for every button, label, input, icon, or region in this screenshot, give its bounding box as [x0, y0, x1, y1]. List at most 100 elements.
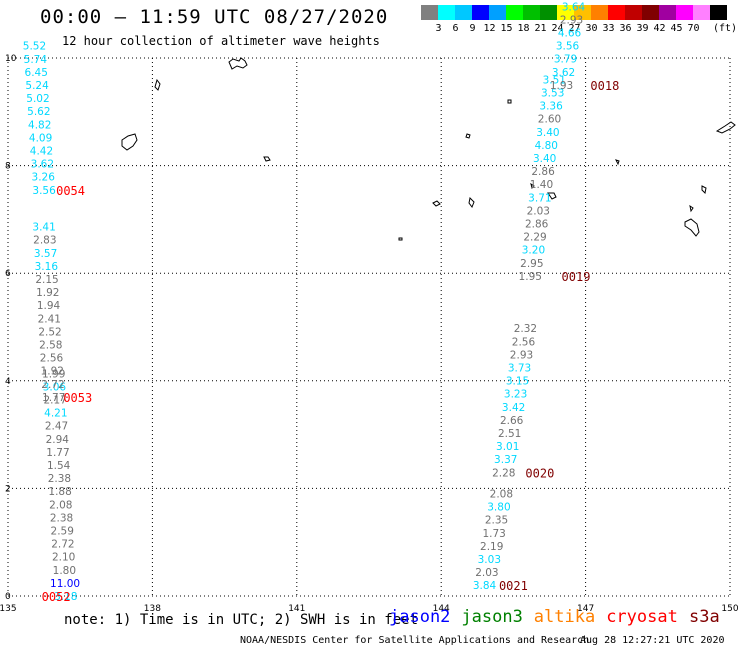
wave-height-value: 5.24	[25, 80, 49, 92]
wave-height-value: 2.58	[39, 340, 62, 352]
wave-height-value: 1.80	[53, 565, 76, 577]
wave-height-value: 1.77	[46, 447, 69, 459]
wave-height-value: 3.03	[478, 554, 501, 566]
wave-height-value: 3.23	[504, 389, 527, 401]
island-outline	[615, 159, 620, 166]
wave-height-value: 3.84	[473, 580, 497, 592]
wave-height-value: 2.51	[498, 428, 521, 440]
island-outline	[507, 99, 512, 104]
wave-height-value: 2.72	[51, 539, 74, 551]
wave-height-value: 5.02	[26, 93, 49, 105]
wave-height-value: 3.20	[522, 245, 545, 257]
latitude-tick-label: 4	[5, 377, 11, 387]
wave-height-value: 3.51	[543, 74, 566, 86]
island-outline	[689, 204, 694, 213]
latitude-tick-label: 10	[5, 54, 17, 64]
wave-height-value: 2.41	[38, 313, 61, 325]
wave-height-value: 3.53	[541, 87, 564, 99]
satellite-legend-item: cryosat	[606, 607, 678, 627]
satellite-legend-item: jason2	[389, 607, 451, 627]
latitude-tick-label: 0	[5, 592, 11, 602]
island-outline	[432, 200, 441, 207]
map-title: 00:00 – 11:59 UTC 08/27/2020	[40, 6, 389, 28]
pass-time-label: 0020	[525, 466, 554, 480]
island-outline	[547, 192, 557, 200]
scale-label: 9	[469, 23, 476, 34]
units-note: note: 1) Time is in UTC; 2) SWH is in fe…	[64, 612, 419, 628]
pass-time-label: 0018	[590, 79, 619, 93]
scale-swatch	[489, 5, 506, 20]
scale-swatch	[625, 5, 642, 20]
land-outlines	[121, 57, 736, 241]
wave-height-value: 4.21	[44, 408, 67, 420]
scale-label: 39	[636, 23, 649, 34]
pass-time-label: 0052	[42, 590, 71, 604]
wave-height-value: 2.08	[490, 489, 513, 501]
longitude-tick-label: 138	[144, 604, 161, 614]
track-labels: 3.1811.001.802.102.722.592.382.081.882.3…	[23, 1, 620, 604]
wave-height-value: 2.35	[485, 515, 508, 527]
wave-height-value: 2.93	[560, 14, 583, 26]
wave-height-value: 2.95	[520, 258, 543, 270]
wave-height-value: 1.54	[47, 460, 71, 472]
wave-height-value: 4.66	[558, 28, 582, 40]
scale-unit: (ft)	[713, 23, 738, 34]
wave-height-value: 2.86	[531, 166, 555, 178]
wave-height-value: 3.15	[506, 376, 529, 388]
scale-swatch	[591, 5, 608, 20]
scale-label: 21	[534, 23, 547, 34]
wave-height-value: 3.18	[54, 591, 77, 603]
scale-label: 36	[619, 23, 632, 34]
wave-height-value: 3.79	[554, 54, 577, 66]
wave-height-value: 1.93	[550, 80, 573, 92]
longitude-tick-label: 141	[288, 604, 305, 614]
wave-height-value: 2.15	[35, 274, 58, 286]
wave-height-value: 3.42	[502, 402, 525, 414]
wave-height-value: 4.82	[28, 119, 51, 131]
wave-height-value: 2.56	[512, 336, 536, 348]
scale-swatch	[642, 5, 659, 20]
island-outline	[468, 196, 475, 209]
wave-height-value: 2.17	[43, 395, 66, 407]
wave-height-value: 2.08	[49, 499, 72, 511]
wave-height-value: 1.88	[48, 486, 71, 498]
wave-height-value: 1.77	[42, 392, 65, 404]
wave-height-value: 2.28	[492, 467, 515, 479]
pass-time-label: 0053	[63, 391, 92, 405]
wave-height-value: 3.40	[536, 127, 559, 139]
island-outline	[530, 182, 535, 189]
scale-label: 6	[452, 23, 459, 34]
wave-height-value: 2.56	[40, 353, 64, 365]
longitude-tick-label: 150	[721, 604, 738, 614]
scale-swatch	[676, 5, 693, 20]
wave-height-value: 3.01	[496, 441, 519, 453]
wave-height-value: 1.92	[41, 366, 64, 378]
pass-time-label: 0021	[499, 579, 528, 593]
scale-swatch	[693, 5, 710, 20]
wave-height-value: 1.95	[519, 271, 542, 283]
scale-swatch	[574, 5, 591, 20]
satellite-legend-item: altika	[533, 607, 596, 627]
wave-height-value: 3.71	[528, 192, 551, 204]
wave-height-value: 2.83	[33, 235, 56, 247]
wave-height-value: 2.29	[523, 232, 546, 244]
wave-height-value: 5.62	[27, 106, 50, 118]
wave-height-value: 2.94	[46, 434, 70, 446]
scale-label: 15	[500, 23, 513, 34]
scale-swatch	[523, 5, 540, 20]
island-outline	[398, 237, 403, 241]
scale-label: 18	[517, 23, 530, 34]
wave-height-value: 2.38	[50, 512, 73, 524]
axis-labels: 135 138 141 144 147 150 0 2 4 6 8 10	[0, 54, 739, 614]
scale-label: 33	[602, 23, 615, 34]
island-outline	[228, 57, 248, 70]
satellite-legend-item: s3a	[689, 607, 720, 627]
wave-height-value: 1.92	[36, 287, 59, 299]
island-outline	[715, 121, 736, 134]
wave-height-value: 2.38	[48, 473, 71, 485]
satellite-legend-item: jason3	[461, 607, 523, 627]
scale-swatch	[421, 5, 438, 20]
island-outline	[154, 78, 161, 91]
longitude-tick-label: 135	[0, 604, 17, 614]
